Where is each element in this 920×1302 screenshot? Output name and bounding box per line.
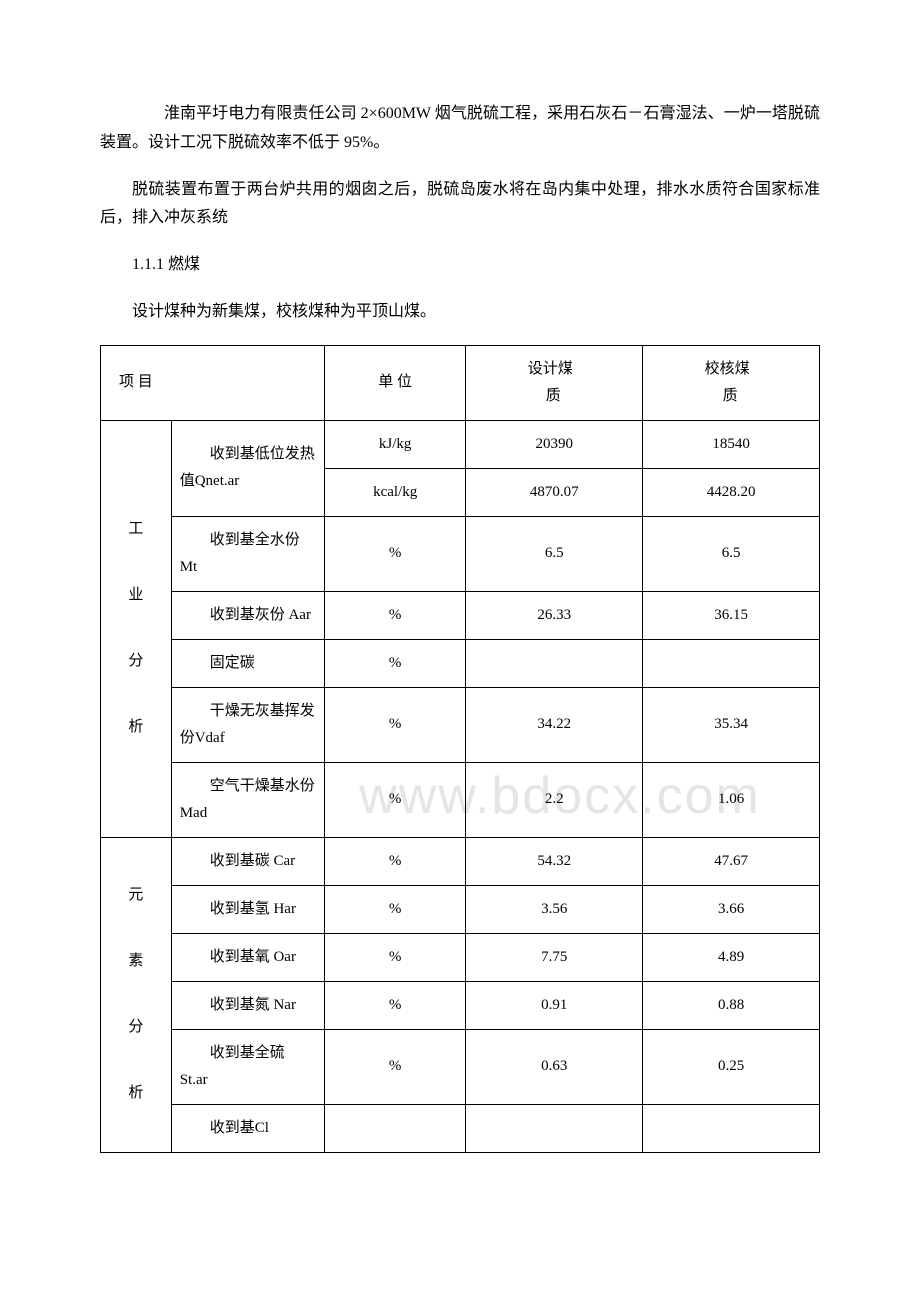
cell-unit: % <box>324 687 465 762</box>
cell-check: 0.88 <box>643 981 820 1029</box>
table-row: 工业分析 收到基低位发热值Qnet.ar kJ/kg 20390 18540 <box>101 420 820 468</box>
cell-design <box>466 1104 643 1152</box>
cell-item: 收到基全硫 St.ar <box>171 1029 324 1104</box>
table-row: 收到基全硫 St.ar % 0.63 0.25 <box>101 1029 820 1104</box>
cell-unit: kJ/kg <box>324 420 465 468</box>
cell-design: 2.2 <box>466 762 643 837</box>
cell-unit: % <box>324 981 465 1029</box>
cell-design: 0.91 <box>466 981 643 1029</box>
cell-unit: % <box>324 1029 465 1104</box>
paragraph-coaltype: 设计煤种为新集煤，校核煤种为平顶山煤。 <box>100 298 820 327</box>
cell-design: 20390 <box>466 420 643 468</box>
header-check: 校核煤 质 <box>643 345 820 420</box>
cell-check: 6.5 <box>643 516 820 591</box>
coal-analysis-table: 项 目 单 位 设计煤 质 校核煤 质 工业分析 收到基低位发热值Qnet.ar… <box>100 345 820 1153</box>
table-row: 空气干燥基水份Mad % 2.2 1.06 <box>101 762 820 837</box>
table-row: 收到基全水份 Mt % 6.5 6.5 <box>101 516 820 591</box>
cell-item: 收到基低位发热值Qnet.ar <box>171 420 324 516</box>
cell-unit: % <box>324 885 465 933</box>
table-row: 收到基氮 Nar % 0.91 0.88 <box>101 981 820 1029</box>
cell-item: 固定碳 <box>171 639 324 687</box>
paragraph-intro: 淮南平圩电力有限责任公司 2×600MW 烟气脱硫工程，采用石灰石－石膏湿法、一… <box>100 100 820 158</box>
cell-design: 0.63 <box>466 1029 643 1104</box>
group-label: 元素分析 <box>128 887 143 1101</box>
cell-check: 1.06 <box>643 762 820 837</box>
cell-unit: % <box>324 837 465 885</box>
table-row: 元素分析 收到基碳 Car % 54.32 47.67 <box>101 837 820 885</box>
cell-check: 47.67 <box>643 837 820 885</box>
cell-check <box>643 1104 820 1152</box>
cell-check: 18540 <box>643 420 820 468</box>
cell-design: 26.33 <box>466 591 643 639</box>
cell-design: 34.22 <box>466 687 643 762</box>
cell-check: 35.34 <box>643 687 820 762</box>
cell-unit: % <box>324 762 465 837</box>
cell-item: 空气干燥基水份Mad <box>171 762 324 837</box>
cell-design: 4870.07 <box>466 468 643 516</box>
header-design: 设计煤 质 <box>466 345 643 420</box>
cell-unit: % <box>324 516 465 591</box>
cell-unit: % <box>324 639 465 687</box>
cell-check: 4428.20 <box>643 468 820 516</box>
cell-check <box>643 639 820 687</box>
group-industrial: 工业分析 <box>101 420 172 837</box>
cell-design: 54.32 <box>466 837 643 885</box>
cell-unit <box>324 1104 465 1152</box>
cell-design: 7.75 <box>466 933 643 981</box>
table-row: 收到基氧 Oar % 7.75 4.89 <box>101 933 820 981</box>
cell-item: 收到基氮 Nar <box>171 981 324 1029</box>
cell-check: 0.25 <box>643 1029 820 1104</box>
cell-unit: kcal/kg <box>324 468 465 516</box>
table-header-row: 项 目 单 位 设计煤 质 校核煤 质 <box>101 345 820 420</box>
cell-item: 收到基灰份 Aar <box>171 591 324 639</box>
header-unit: 单 位 <box>324 345 465 420</box>
cell-design: 6.5 <box>466 516 643 591</box>
section-number: 1.1.1 燃煤 <box>100 251 820 280</box>
cell-item: 收到基氧 Oar <box>171 933 324 981</box>
cell-item: 干燥无灰基挥发份Vdaf <box>171 687 324 762</box>
cell-design: 3.56 <box>466 885 643 933</box>
cell-check: 4.89 <box>643 933 820 981</box>
cell-item: 收到基Cl <box>171 1104 324 1152</box>
table-row: 收到基Cl <box>101 1104 820 1152</box>
cell-item: 收到基全水份 Mt <box>171 516 324 591</box>
cell-design <box>466 639 643 687</box>
cell-unit: % <box>324 933 465 981</box>
table-row: 固定碳 % <box>101 639 820 687</box>
header-project: 项 目 <box>101 345 325 420</box>
cell-item: 收到基碳 Car <box>171 837 324 885</box>
table-row: 收到基氢 Har % 3.56 3.66 <box>101 885 820 933</box>
header-check-bot: 质 <box>643 383 811 410</box>
cell-check: 3.66 <box>643 885 820 933</box>
group-label: 工业分析 <box>128 521 143 735</box>
header-design-bot: 质 <box>466 383 634 410</box>
header-design-top: 设计煤 <box>466 356 634 383</box>
paragraph-layout: 脱硫装置布置于两台炉共用的烟囱之后，脱硫岛废水将在岛内集中处理，排水水质符合国家… <box>100 176 820 234</box>
group-elemental: 元素分析 <box>101 837 172 1152</box>
table-row: 收到基灰份 Aar % 26.33 36.15 <box>101 591 820 639</box>
header-check-top: 校核煤 <box>643 356 811 383</box>
cell-item: 收到基氢 Har <box>171 885 324 933</box>
cell-check: 36.15 <box>643 591 820 639</box>
table-row: 干燥无灰基挥发份Vdaf % 34.22 35.34 <box>101 687 820 762</box>
cell-unit: % <box>324 591 465 639</box>
